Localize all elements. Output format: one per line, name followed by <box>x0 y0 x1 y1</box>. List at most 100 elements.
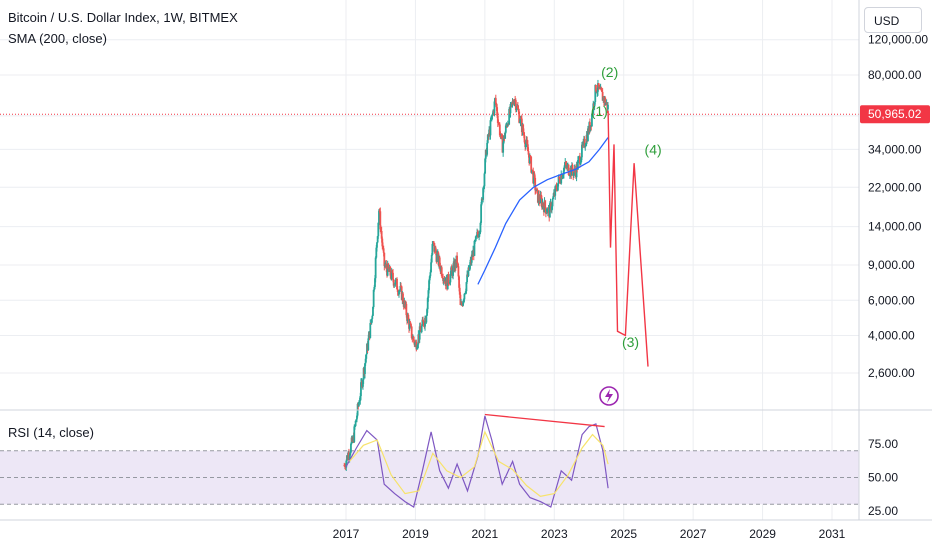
candle-body <box>436 254 438 262</box>
candle-body <box>538 194 541 201</box>
candle-body <box>408 322 411 329</box>
candle-body <box>534 177 537 191</box>
candle-body <box>484 158 487 174</box>
candle-body <box>429 272 432 277</box>
candle-body <box>430 262 432 273</box>
candle-body <box>522 124 525 133</box>
candle-body <box>502 142 505 153</box>
candle-body <box>495 103 498 108</box>
price-tick-label: 80,000.00 <box>868 68 922 82</box>
sma-legend[interactable]: SMA (200, close) <box>8 31 107 46</box>
candle-body <box>513 99 516 105</box>
candle-body <box>409 322 412 325</box>
candle-body <box>396 278 398 290</box>
currency-button[interactable]: USD <box>864 7 922 33</box>
candle-body <box>526 139 529 145</box>
price-tick-label: 34,000.00 <box>868 142 922 156</box>
candle-body <box>584 146 587 148</box>
candle-body <box>496 107 499 116</box>
rsi-level-lines <box>0 450 859 505</box>
candle-body <box>413 340 416 345</box>
candle-body <box>478 233 481 238</box>
candle-body <box>400 286 403 300</box>
candle-body <box>575 164 578 178</box>
candle-body <box>489 120 492 136</box>
candle-body <box>364 363 366 375</box>
candle-body <box>555 186 558 190</box>
candle-body <box>536 188 539 191</box>
candle-body <box>422 319 424 322</box>
candle-body <box>546 208 549 213</box>
candle-body <box>490 119 493 121</box>
candle-body <box>557 176 560 184</box>
candle-body <box>514 100 517 111</box>
candle-body <box>591 113 594 115</box>
candle-body <box>529 156 532 158</box>
candle-body <box>369 323 372 338</box>
candle-body <box>486 142 489 155</box>
candle-body <box>372 307 374 316</box>
candle-body <box>486 134 489 143</box>
candle-body <box>374 257 377 279</box>
candle-body <box>558 176 561 179</box>
bolt-icon[interactable] <box>599 386 619 406</box>
candle-body <box>567 164 570 175</box>
candle-body <box>459 294 462 305</box>
time-tick-label: 2025 <box>610 527 637 541</box>
candle-body <box>344 465 346 467</box>
candle-body <box>470 254 473 263</box>
candle-body <box>563 165 566 169</box>
candle-body <box>392 272 394 280</box>
candle-body <box>430 254 433 263</box>
candle-body <box>569 175 571 177</box>
candle-body <box>412 336 415 341</box>
candle-body <box>367 338 370 350</box>
candle-body <box>384 265 386 267</box>
candle-body <box>464 293 466 295</box>
candle-body <box>422 321 425 326</box>
last-price-tag: 50,965.02 <box>860 105 930 124</box>
candle-body <box>597 83 600 89</box>
candle-body <box>582 141 585 146</box>
grid-lines <box>0 0 859 520</box>
time-tick-label: 2019 <box>402 527 429 541</box>
candle-body <box>574 168 577 173</box>
candle-body <box>530 169 533 173</box>
candle-body <box>480 198 483 205</box>
candle-body <box>561 175 564 179</box>
candle-body <box>421 319 424 326</box>
candle-body <box>546 212 549 214</box>
sma-line <box>477 137 609 285</box>
candle-body <box>522 132 525 136</box>
candle-body <box>550 206 553 211</box>
chart-title[interactable]: Bitcoin / U.S. Dollar Index, 1W, BITMEX <box>8 10 238 25</box>
rsi-legend[interactable]: RSI (14, close) <box>8 425 94 440</box>
candle-body <box>473 240 476 256</box>
candle-body <box>594 85 597 102</box>
candle-body <box>450 267 452 275</box>
candle-body <box>605 103 607 105</box>
time-tick-label: 2017 <box>333 527 360 541</box>
candle-body <box>381 238 384 247</box>
wave-label: (1) <box>591 103 608 119</box>
time-tick-label: 2021 <box>472 527 499 541</box>
candle-body <box>370 323 372 325</box>
candle-body <box>554 186 557 196</box>
candle-body <box>542 202 545 207</box>
candle-body <box>583 138 586 148</box>
candle-body <box>447 274 450 284</box>
candle-body <box>362 379 364 387</box>
wave-label: (2) <box>601 64 618 80</box>
candle-body <box>440 267 443 277</box>
candle-body <box>548 203 551 218</box>
candle-body <box>467 267 470 277</box>
candle-body <box>466 274 468 283</box>
candle-body <box>540 194 543 199</box>
candle-body <box>585 144 587 147</box>
candle-body <box>482 186 485 189</box>
candle-body <box>348 455 351 459</box>
candle-body <box>428 276 431 281</box>
rsi-ma-line <box>349 430 609 497</box>
candle-body <box>601 90 603 92</box>
